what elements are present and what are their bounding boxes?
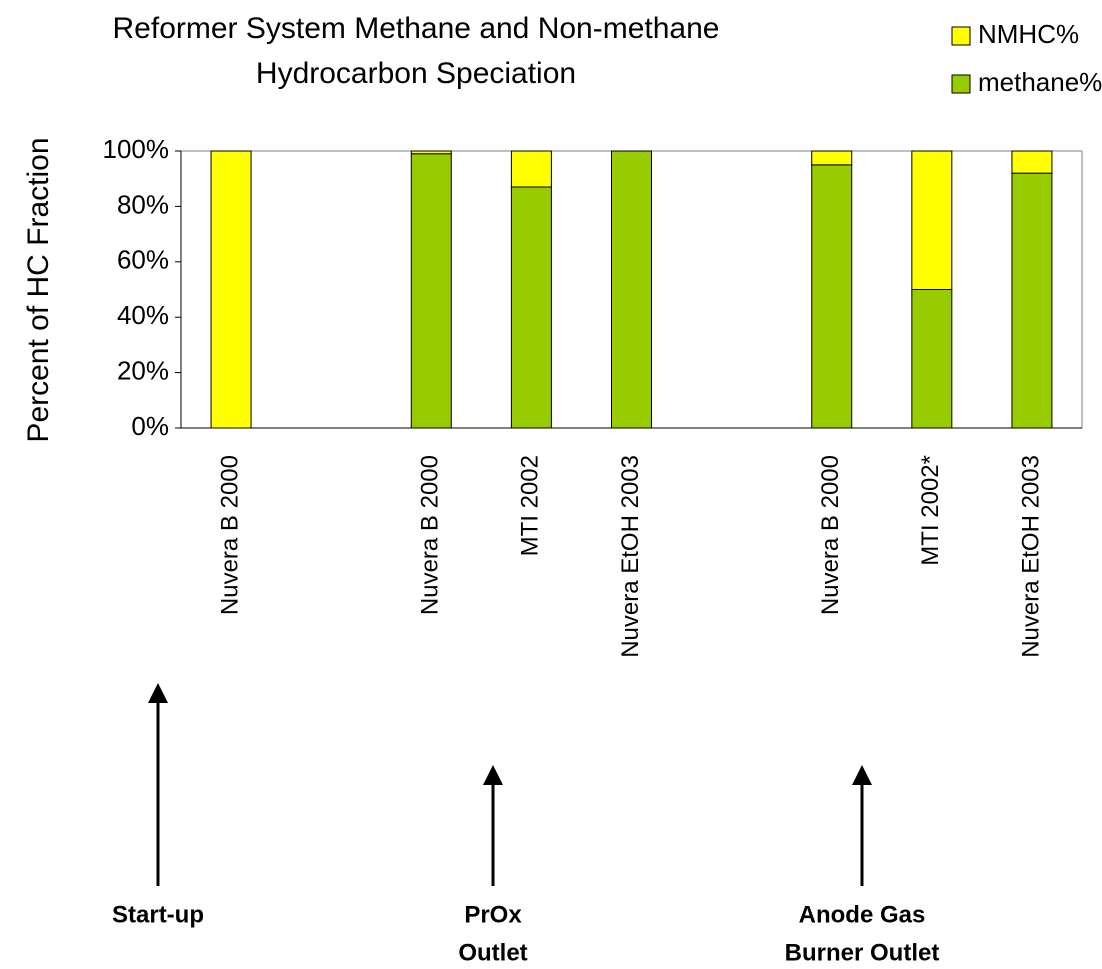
x-tick-label: MTI 2002 bbox=[517, 455, 544, 556]
annotation: Burner Outlet bbox=[785, 939, 940, 966]
bar-segment bbox=[410, 153, 452, 429]
y-tick-label: 40% bbox=[117, 300, 169, 330]
y-tick-label: 100% bbox=[103, 134, 170, 164]
bar-segment bbox=[911, 150, 953, 290]
y-tick-label: 20% bbox=[117, 355, 169, 385]
legend-label: methane% bbox=[978, 67, 1102, 97]
x-tick-label: MTI 2002* bbox=[917, 455, 944, 566]
y-tick-label: 80% bbox=[117, 189, 169, 219]
x-tick-label: Nuvera B 2000 bbox=[417, 455, 444, 615]
bar-segment bbox=[510, 186, 552, 429]
arrows bbox=[148, 683, 872, 886]
y-tick-label: 0% bbox=[131, 411, 169, 441]
x-tick-label: Nuvera B 2000 bbox=[817, 455, 844, 615]
y-tick-label: 60% bbox=[117, 245, 169, 275]
y-axis-label: Percent of HC Fraction bbox=[22, 137, 55, 442]
legend-label: NMHC% bbox=[978, 19, 1079, 49]
bar-segment bbox=[811, 150, 853, 166]
bar-segment bbox=[1011, 150, 1053, 174]
bar-segment bbox=[811, 164, 853, 429]
annotation: Anode Gas bbox=[799, 901, 926, 928]
annotation: Start-up bbox=[112, 901, 204, 928]
bar-segment bbox=[911, 289, 953, 429]
x-tick-label: Nuvera EtOH 2003 bbox=[1017, 455, 1044, 658]
legend-swatch bbox=[951, 74, 971, 94]
annotation: PrOx bbox=[464, 901, 522, 928]
bar-segment bbox=[611, 150, 652, 429]
legend-swatch bbox=[951, 26, 971, 46]
x-tick-label: Nuvera B 2000 bbox=[216, 455, 243, 615]
bar-segment bbox=[410, 150, 452, 155]
arrow-head bbox=[483, 765, 503, 785]
arrow-head bbox=[148, 683, 168, 703]
bar-segment bbox=[510, 150, 552, 188]
bar-segment bbox=[1011, 172, 1053, 429]
x-tick-label: Nuvera EtOH 2003 bbox=[617, 455, 644, 658]
bar-segment bbox=[210, 150, 252, 429]
arrow-head bbox=[852, 765, 872, 785]
chart-title: Reformer System Methane and Non-methane bbox=[113, 12, 720, 45]
annotation: Outlet bbox=[458, 939, 527, 966]
chart-title: Hydrocarbon Speciation bbox=[256, 57, 576, 90]
